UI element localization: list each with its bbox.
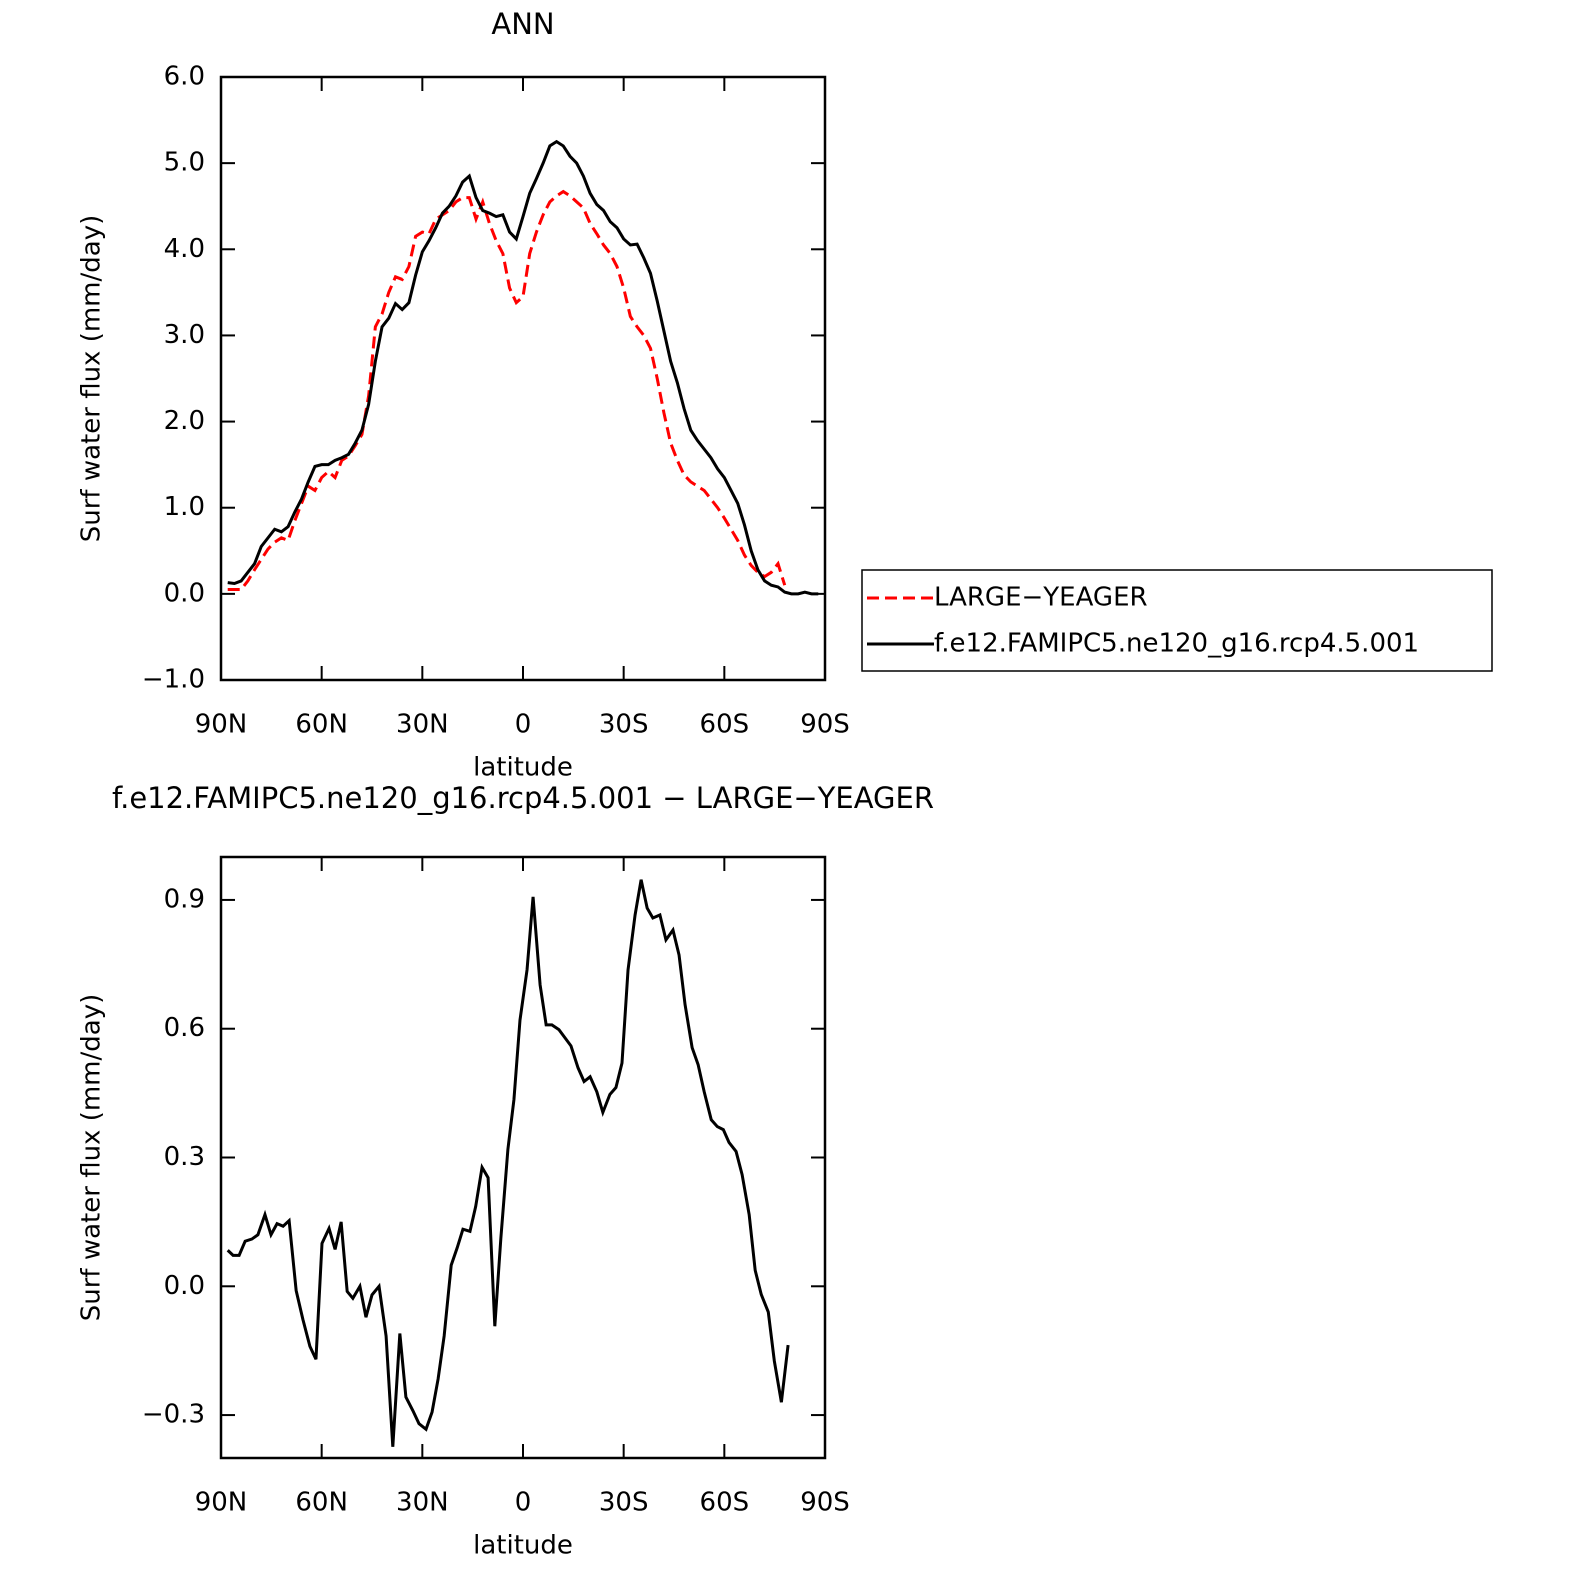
data-line [227, 189, 787, 592]
plot: ANN Surf water flux (mm/day) latitude −1.0 0… [77, 7, 1493, 783]
y-tick-label: 0.6 [164, 1013, 205, 1043]
x-axis-label: latitude [473, 753, 573, 783]
x-tick-label: 30N [396, 1488, 449, 1518]
plot-frame [219, 75, 827, 682]
x-axis-label: latitude [473, 1531, 573, 1561]
y-axis-label: Surf water flux (mm/day) [77, 215, 107, 542]
data-line [226, 879, 790, 1447]
x-tick-label: 30N [396, 710, 449, 740]
legend: LARGE−YEAGER f.e12.FAMIPC5.ne120_g16.rcp4… [861, 569, 1493, 672]
y-tick-label: 1.0 [164, 492, 205, 522]
legend-label: f.e12.FAMIPC5.ne120_g16.rcp4.5.001 [934, 629, 1419, 659]
chart-title: ANN [491, 7, 554, 41]
x-tick-label: 60N [295, 710, 348, 740]
y-tick-label: 6.0 [164, 62, 205, 92]
legend-box [861, 569, 1493, 672]
plot-frame [219, 855, 827, 1460]
x-tick-label: 90S [800, 1488, 850, 1518]
y-tick-label: 0.3 [164, 1142, 205, 1172]
legend-label: LARGE−YEAGER [934, 583, 1148, 613]
y-tick-label: −1.0 [142, 665, 205, 695]
y-tick-label: 3.0 [164, 320, 205, 350]
x-tick-label: 30S [599, 710, 649, 740]
data-line [227, 139, 819, 596]
x-tick-label: 0 [515, 1488, 532, 1518]
y-tick-label: 4.0 [164, 234, 205, 264]
y-tick-label: 0.0 [164, 578, 205, 608]
y-tick-label: 2.0 [164, 406, 205, 436]
plot: f.e12.FAMIPC5.ne120_g16.rcp4.5.001 − LAR… [77, 781, 935, 1561]
chart-title: f.e12.FAMIPC5.ne120_g16.rcp4.5.001 − LAR… [112, 781, 934, 815]
x-tick-label: 90N [195, 1488, 248, 1518]
x-tick-label: 60S [700, 710, 750, 740]
x-tick-label: 90N [195, 710, 248, 740]
x-tick-label: 30S [599, 1488, 649, 1518]
x-tick-label: 60N [295, 1488, 348, 1518]
y-tick-label: −0.3 [142, 1400, 205, 1430]
x-tick-label: 0 [515, 710, 532, 740]
x-tick-label: 60S [700, 1488, 750, 1518]
y-tick-label: 5.0 [164, 148, 205, 178]
y-axis-label: Surf water flux (mm/day) [77, 994, 107, 1321]
x-tick-label: 90S [800, 710, 850, 740]
y-tick-label: 0.0 [164, 1271, 205, 1301]
y-tick-label: 0.9 [164, 884, 205, 914]
